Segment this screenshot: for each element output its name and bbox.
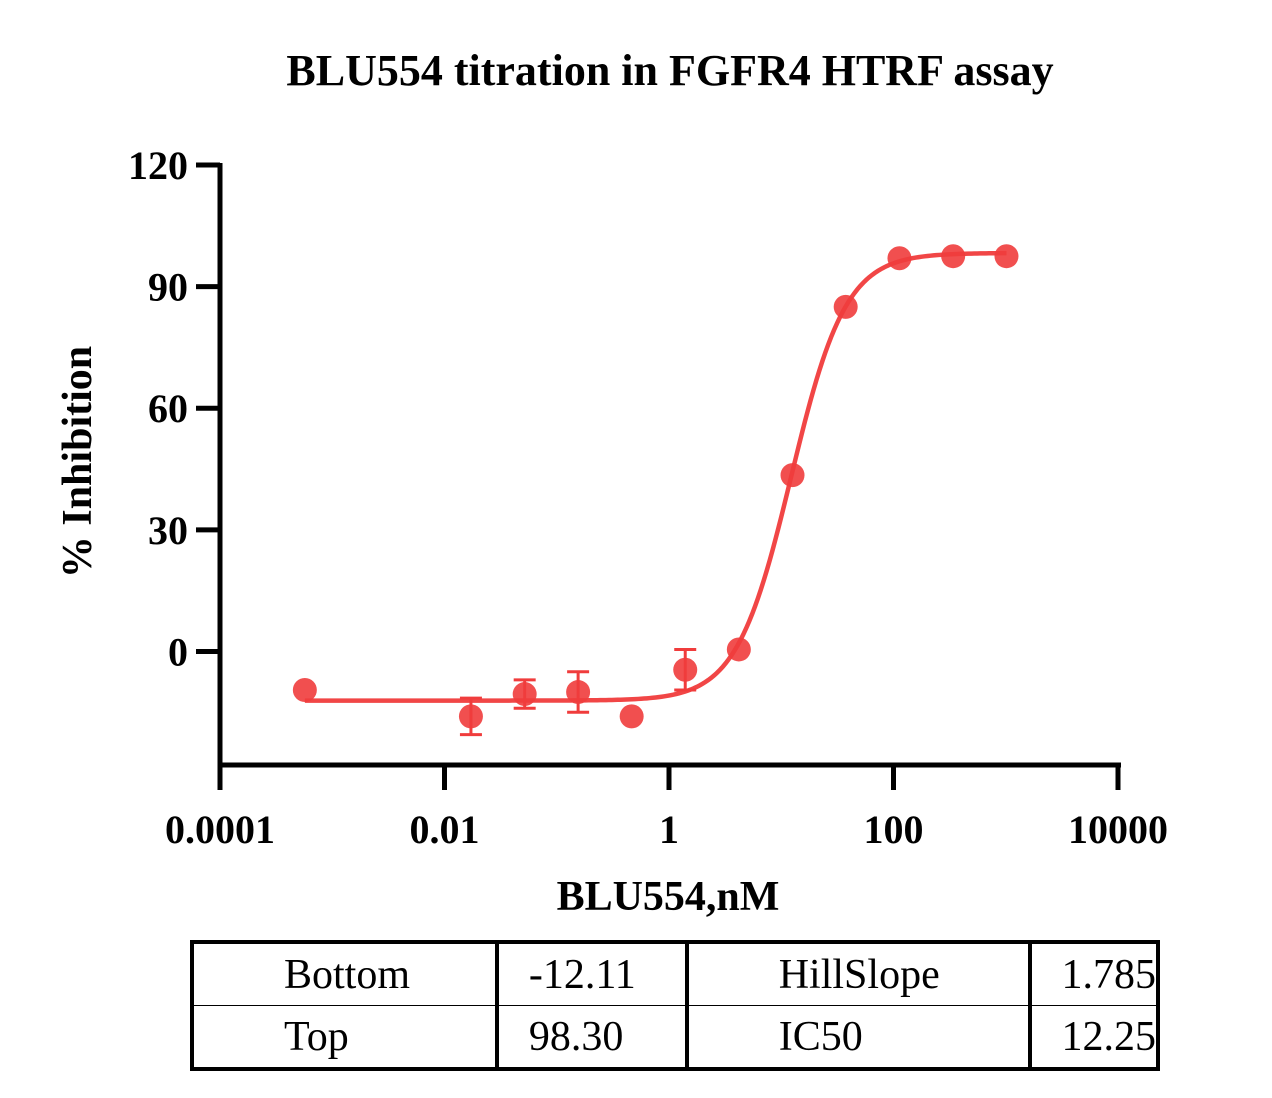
y-tick-label: 0	[168, 629, 188, 674]
param-value-bottom: -12.11	[494, 940, 689, 1006]
y-tick-label: 120	[128, 143, 188, 188]
data-point	[994, 244, 1019, 269]
x-axis-label: BLU554,nM	[557, 874, 780, 920]
data-point	[673, 657, 698, 682]
table-row: Top 98.30 IC50 12.25	[190, 1005, 1160, 1071]
param-value-top: 98.30	[494, 1005, 689, 1071]
param-label-hillslope: HillSlope	[684, 940, 1032, 1006]
fit-curve	[304, 250, 1007, 703]
y-ticks: 0 30 60 90 120	[128, 143, 220, 674]
data-point	[941, 244, 966, 269]
table-row: Bottom -12.11 HillSlope 1.785	[190, 940, 1160, 1006]
x-tick-label: 0.0001	[165, 807, 275, 852]
data-point	[292, 678, 317, 702]
y-axis-label: % Inhibition	[55, 346, 101, 578]
param-value-ic50: 12.25	[1027, 1005, 1160, 1071]
fit-parameters-table: Bottom -12.11 HillSlope 1.785 Top 98.30 …	[190, 940, 1160, 1071]
x-tick-label: 100	[864, 807, 924, 852]
data-point	[833, 294, 858, 319]
data-points	[292, 244, 1019, 729]
x-tick-label: 10000	[1068, 807, 1168, 852]
param-label-bottom: Bottom	[190, 940, 499, 1006]
y-tick-label: 30	[148, 508, 188, 553]
data-point	[512, 682, 537, 707]
x-tick-label: 0.01	[410, 807, 480, 852]
data-point	[726, 637, 751, 662]
y-tick-label: 90	[148, 265, 188, 310]
data-point	[458, 704, 483, 729]
param-label-ic50: IC50	[684, 1005, 1032, 1071]
data-point	[780, 463, 805, 488]
param-value-hillslope: 1.785	[1027, 940, 1160, 1006]
chart-title: BLU554 titration in FGFR4 HTRF assay	[286, 46, 1053, 95]
param-label-top: Top	[190, 1005, 499, 1071]
y-tick-label: 60	[148, 386, 188, 431]
plot-area	[292, 244, 1019, 737]
chart: BLU554 titration in FGFR4 HTRF assay 0 30…	[55, 46, 1168, 920]
x-ticks: 0.0001 0.01 1 100 10000	[165, 765, 1168, 852]
data-point	[887, 246, 912, 271]
x-tick-label: 1	[659, 807, 679, 852]
data-point	[619, 704, 644, 729]
data-point	[566, 680, 591, 705]
